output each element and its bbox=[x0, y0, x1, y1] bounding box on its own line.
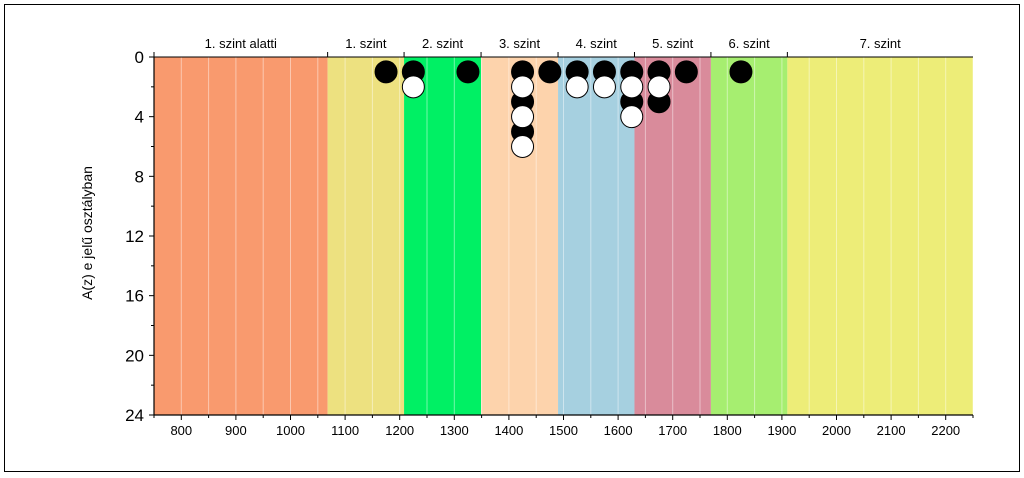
band-3 bbox=[404, 57, 482, 415]
x-tick-label: 900 bbox=[225, 423, 247, 438]
black-point bbox=[674, 60, 698, 84]
y-axis-title: A(z) e jelű osztályban bbox=[79, 166, 95, 300]
x-tick-label: 1200 bbox=[385, 423, 414, 438]
black-point bbox=[538, 60, 562, 84]
y-tick-label: 24 bbox=[125, 406, 144, 425]
gridlines bbox=[180, 57, 974, 415]
x-tick-label: 2200 bbox=[931, 423, 960, 438]
band-label: 1. szint alatti bbox=[205, 36, 277, 51]
y-tick-label: 16 bbox=[125, 287, 144, 306]
x-tick-label: 1100 bbox=[331, 423, 359, 438]
white-point bbox=[592, 75, 616, 99]
white-point bbox=[511, 135, 535, 158]
band-label: 6. szint bbox=[729, 36, 771, 51]
y-tick-label: 0 bbox=[135, 48, 144, 67]
axes bbox=[149, 52, 974, 420]
y-tick-label: 8 bbox=[135, 167, 144, 186]
y-tick-label: 12 bbox=[125, 227, 144, 246]
white-point bbox=[620, 105, 644, 129]
labels: 1. szint alatti 1. szint 2. szint 3. szint 4… bbox=[79, 36, 960, 438]
white-point bbox=[620, 75, 644, 99]
band-label: 7. szint bbox=[860, 36, 902, 51]
level-bands bbox=[154, 57, 973, 415]
x-tick-label: 1700 bbox=[658, 423, 687, 438]
x-tick-label: 1300 bbox=[440, 423, 469, 438]
data-points bbox=[374, 60, 753, 158]
white-point bbox=[511, 105, 535, 129]
x-tick-label: 1900 bbox=[767, 423, 796, 438]
band-1 bbox=[154, 57, 328, 415]
white-point bbox=[565, 75, 589, 99]
x-tick-label: 1000 bbox=[276, 423, 305, 438]
x-tick-label: 1600 bbox=[604, 423, 633, 438]
y-tick-label: 20 bbox=[125, 346, 144, 365]
black-point bbox=[456, 60, 480, 84]
x-tick-label: 2100 bbox=[877, 423, 906, 438]
white-point bbox=[511, 75, 535, 99]
band-label: 5. szint bbox=[652, 36, 694, 51]
x-tick-label: 2000 bbox=[822, 423, 851, 438]
white-point bbox=[647, 75, 671, 99]
white-point bbox=[401, 75, 425, 99]
x-tick-label: 800 bbox=[170, 423, 192, 438]
band-label: 4. szint bbox=[576, 36, 618, 51]
x-tick-label: 1500 bbox=[549, 423, 578, 438]
y-tick-label: 4 bbox=[135, 108, 144, 127]
black-point bbox=[729, 60, 753, 84]
band-label: 2. szint bbox=[422, 36, 464, 51]
band-2 bbox=[327, 57, 405, 415]
band-7 bbox=[710, 57, 788, 415]
band-label: 1. szint bbox=[345, 36, 387, 51]
band-8 bbox=[787, 57, 973, 415]
x-tick-label: 1400 bbox=[494, 423, 523, 438]
x-tick-label: 1800 bbox=[713, 423, 742, 438]
band-label: 3. szint bbox=[499, 36, 541, 51]
band-6 bbox=[634, 57, 711, 415]
black-point bbox=[374, 60, 398, 84]
